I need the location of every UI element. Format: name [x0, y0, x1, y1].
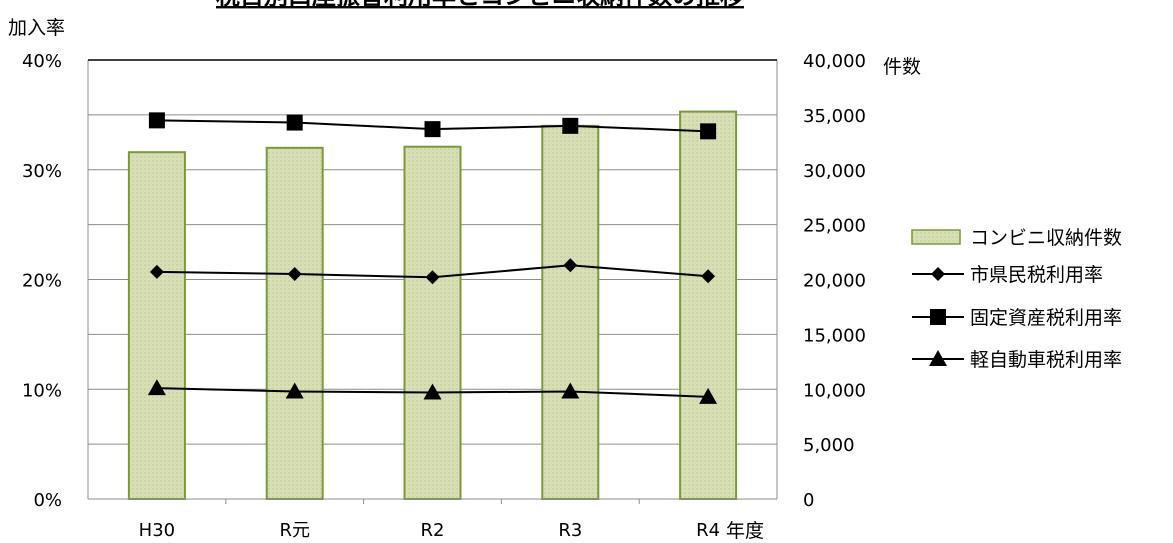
data-point — [423, 383, 442, 400]
data-point — [563, 258, 578, 273]
data-point — [701, 269, 716, 284]
y-left-tick-label: 0% — [33, 490, 62, 511]
data-point — [148, 112, 165, 129]
legend-swatch — [911, 229, 961, 245]
y-left-tick-label: 20% — [22, 271, 62, 292]
data-point — [285, 382, 304, 399]
x-tick-label: R元 — [279, 520, 310, 541]
y-right-tick-label: 20,000 — [803, 271, 866, 292]
bar — [127, 151, 186, 500]
data-point — [561, 382, 580, 399]
y-right-tick-label: 0 — [803, 490, 814, 511]
y-right-tick-label: 5,000 — [803, 435, 855, 456]
y-left-tick-label: 40% — [22, 51, 62, 72]
y-left-label: 加入率 — [8, 17, 65, 39]
data-point — [562, 117, 579, 134]
data-point — [425, 270, 440, 285]
y-right-label: 件数 — [883, 56, 921, 78]
y-right-tick-label: 40,000 — [803, 51, 866, 72]
y-left-tick-label: 30% — [22, 161, 62, 182]
legend-marker — [930, 309, 946, 325]
data-point — [424, 121, 441, 138]
x-tick-label: R3 — [558, 520, 582, 541]
legend-marker — [929, 350, 947, 366]
x-tick-label: R4 — [696, 520, 720, 541]
legend-marker — [931, 267, 945, 281]
data-point — [700, 123, 717, 140]
legend-label: 市県民税利用率 — [970, 264, 1103, 286]
data-point — [286, 114, 303, 131]
y-right-tick-label: 25,000 — [803, 216, 866, 237]
x-tick-label: H30 — [139, 520, 175, 541]
y-right-tick-label: 15,000 — [803, 325, 866, 346]
y-right-tick-label: 30,000 — [803, 161, 866, 182]
x-tick-label: R2 — [421, 520, 445, 541]
data-point — [699, 387, 718, 404]
data-point — [147, 379, 166, 396]
legend-label: コンビニ収納件数 — [970, 227, 1122, 249]
data-point — [149, 264, 164, 279]
chart-title: 税目別口座振替利用率とコンビニ収納件数の推移 — [216, 0, 744, 10]
bar — [541, 124, 600, 500]
y-right-tick-label: 35,000 — [803, 106, 866, 127]
legend-label: 軽自動車税利用率 — [970, 349, 1122, 371]
bar — [403, 145, 462, 500]
bar — [679, 110, 738, 501]
legend-label: 固定資産税利用率 — [970, 307, 1122, 329]
data-point — [287, 267, 302, 282]
y-left-tick-label: 10% — [22, 380, 62, 401]
y-right-tick-label: 10,000 — [803, 380, 866, 401]
bar — [265, 146, 324, 501]
x-unit-label: 年度 — [726, 520, 764, 542]
